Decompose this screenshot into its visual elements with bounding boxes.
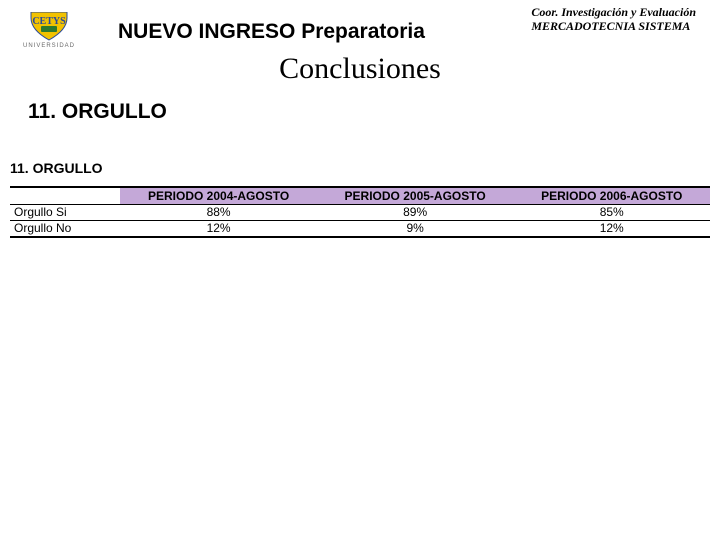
row-label: Orgullo No (10, 221, 120, 238)
cetys-shield-icon: CETYS (27, 12, 71, 42)
row-value: 85% (513, 205, 710, 221)
cetys-logo: CETYS UNIVERSIDAD (10, 6, 88, 54)
table-header-blank (10, 187, 120, 205)
row-label: Orgullo Si (10, 205, 120, 221)
section-heading: 11. ORGULLO (0, 100, 720, 124)
table-header-period-2004: PERIODO 2004-AGOSTO (120, 187, 317, 205)
sub-heading: 11. ORGULLO (0, 160, 720, 176)
row-value: 88% (120, 205, 317, 221)
logo-subtext: UNIVERSIDAD (23, 43, 75, 49)
table-row: Orgullo No 12% 9% 12% (10, 221, 710, 238)
table-header-row: PERIODO 2004-AGOSTO PERIODO 2005-AGOSTO … (10, 187, 710, 205)
coor-line-2: MERCADOTECNIA SISTEMA (531, 20, 696, 34)
svg-text:CETYS: CETYS (32, 16, 66, 27)
table-row: Orgullo Si 88% 89% 85% (10, 205, 710, 221)
row-value: 9% (317, 221, 514, 238)
table-header-period-2005: PERIODO 2005-AGOSTO (317, 187, 514, 205)
coordination-block: Coor. Investigación y Evaluación MERCADO… (531, 6, 696, 34)
page-title: Conclusiones (0, 52, 720, 86)
row-value: 12% (513, 221, 710, 238)
program-title: NUEVO INGRESO Preparatoria (88, 6, 425, 44)
table-header-period-2006: PERIODO 2006-AGOSTO (513, 187, 710, 205)
data-table: PERIODO 2004-AGOSTO PERIODO 2005-AGOSTO … (10, 186, 710, 238)
row-value: 89% (317, 205, 514, 221)
coor-line-1: Coor. Investigación y Evaluación (531, 6, 696, 20)
row-value: 12% (120, 221, 317, 238)
